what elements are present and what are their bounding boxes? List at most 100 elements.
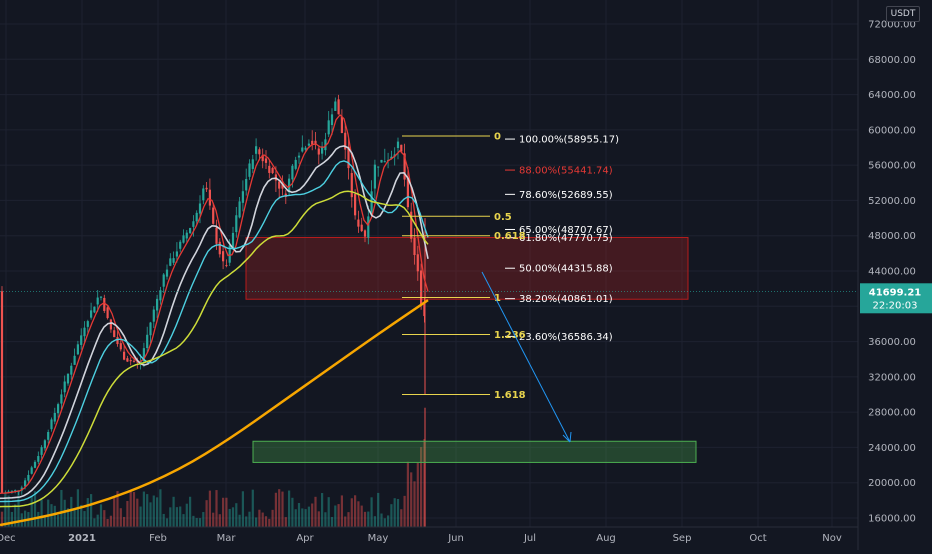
candle-body xyxy=(123,351,126,360)
candle-body xyxy=(330,114,334,126)
candle-body xyxy=(172,258,175,263)
candle-body xyxy=(383,161,386,163)
volume-bar xyxy=(109,515,112,527)
candle-body xyxy=(410,211,413,239)
volume-bar xyxy=(420,447,423,527)
y-tick-label: 28000.00 xyxy=(868,408,916,419)
current-price-label: 41699.21 22:20:03 xyxy=(0,283,932,314)
volume-bar xyxy=(294,509,297,527)
candle-body xyxy=(96,297,99,305)
volume-bar xyxy=(202,512,205,527)
volume-bar xyxy=(251,489,254,527)
volume-bar xyxy=(156,497,159,527)
candle-body xyxy=(70,365,73,375)
volume-bar xyxy=(354,495,357,527)
fibonacci-tools[interactable]: 100.00%(58955.17) 88.00%(55441.74) 78.60%(… xyxy=(402,132,619,401)
candle-body xyxy=(185,232,188,239)
candle-body xyxy=(340,116,343,133)
volume-bar xyxy=(136,498,139,527)
volume-bar xyxy=(205,500,208,527)
volume-bar xyxy=(208,490,211,527)
volume-bar xyxy=(215,490,218,527)
candle-body xyxy=(264,158,268,163)
candle-body xyxy=(363,230,367,237)
projection-arrow[interactable] xyxy=(481,271,572,443)
volume-bar xyxy=(360,505,363,527)
x-tick-label: Jun xyxy=(447,533,464,544)
y-tick-label: 44000.00 xyxy=(868,267,916,278)
ma200-line xyxy=(0,299,429,527)
volume-bar xyxy=(113,496,116,527)
candle-body xyxy=(189,228,192,234)
candle-body xyxy=(175,251,178,257)
volume-bar xyxy=(238,514,241,527)
volume-bar xyxy=(261,512,264,527)
countdown-timer: 22:20:03 xyxy=(873,300,918,311)
y-tick-label: 56000.00 xyxy=(868,161,916,172)
x-tick-label: Oct xyxy=(749,533,766,544)
volume-bar xyxy=(271,509,274,527)
volume-bar xyxy=(189,496,192,527)
volume-bar xyxy=(344,516,347,527)
candle-body xyxy=(33,461,37,468)
volume-bar xyxy=(225,497,228,527)
y-tick-label: 68000.00 xyxy=(868,55,916,66)
candle-body xyxy=(152,309,155,322)
candle-body xyxy=(373,164,376,189)
candle-body xyxy=(83,327,86,337)
volume-bar xyxy=(4,492,7,527)
currency-badge[interactable]: USDT xyxy=(886,6,920,22)
volume-bar xyxy=(10,511,13,527)
volume-bar xyxy=(103,510,106,527)
volume-bar xyxy=(410,472,413,527)
candle-body xyxy=(400,144,403,152)
candle-body xyxy=(222,251,225,262)
candle-body xyxy=(159,290,162,301)
candle-body xyxy=(10,490,13,492)
candle-body xyxy=(162,274,165,287)
candle-body xyxy=(99,296,103,298)
candle-body xyxy=(423,304,426,317)
volume-bar xyxy=(311,503,314,527)
volume-bar xyxy=(337,504,340,527)
ema-red-line xyxy=(0,113,429,494)
volume-bar xyxy=(314,496,317,527)
candle-body xyxy=(202,188,205,201)
x-tick-label: Aug xyxy=(596,533,616,544)
volume-bar xyxy=(172,496,175,527)
volume-bar xyxy=(152,495,155,527)
volume-bar xyxy=(175,507,178,527)
candle-body xyxy=(413,237,416,256)
x-tick-label: Mar xyxy=(217,533,237,544)
volume-bar xyxy=(60,489,63,527)
fib-retracement-label: 65.00%(48707.67) xyxy=(519,225,613,236)
candle-body xyxy=(314,140,317,145)
volume-bar xyxy=(99,504,103,527)
candle-body xyxy=(215,227,218,244)
volume-bar xyxy=(278,489,281,527)
volume-bar xyxy=(284,517,287,527)
fib-extension-label: 0 xyxy=(494,132,501,143)
volume-bar xyxy=(0,511,4,527)
candle-body xyxy=(76,344,79,355)
volume-bar xyxy=(281,491,284,527)
fib-extension-label: 1.618 xyxy=(494,390,526,401)
volume-bar xyxy=(387,515,390,527)
candle-body xyxy=(113,330,116,338)
volume-bar xyxy=(245,516,248,527)
volume-bar xyxy=(33,491,37,527)
volume-bars xyxy=(0,407,426,527)
y-tick-label: 52000.00 xyxy=(868,196,916,207)
volume-bar xyxy=(119,508,122,527)
volume-bar xyxy=(406,461,409,527)
candle-body xyxy=(205,187,208,190)
candle-body xyxy=(238,201,241,218)
fib-extension-label: 1 xyxy=(494,293,501,304)
candle-body xyxy=(354,194,357,216)
volume-bar xyxy=(291,497,294,527)
candle-body xyxy=(311,140,314,145)
zones xyxy=(245,236,697,463)
y-tick-label: 64000.00 xyxy=(868,90,916,101)
candle-body xyxy=(334,101,337,111)
